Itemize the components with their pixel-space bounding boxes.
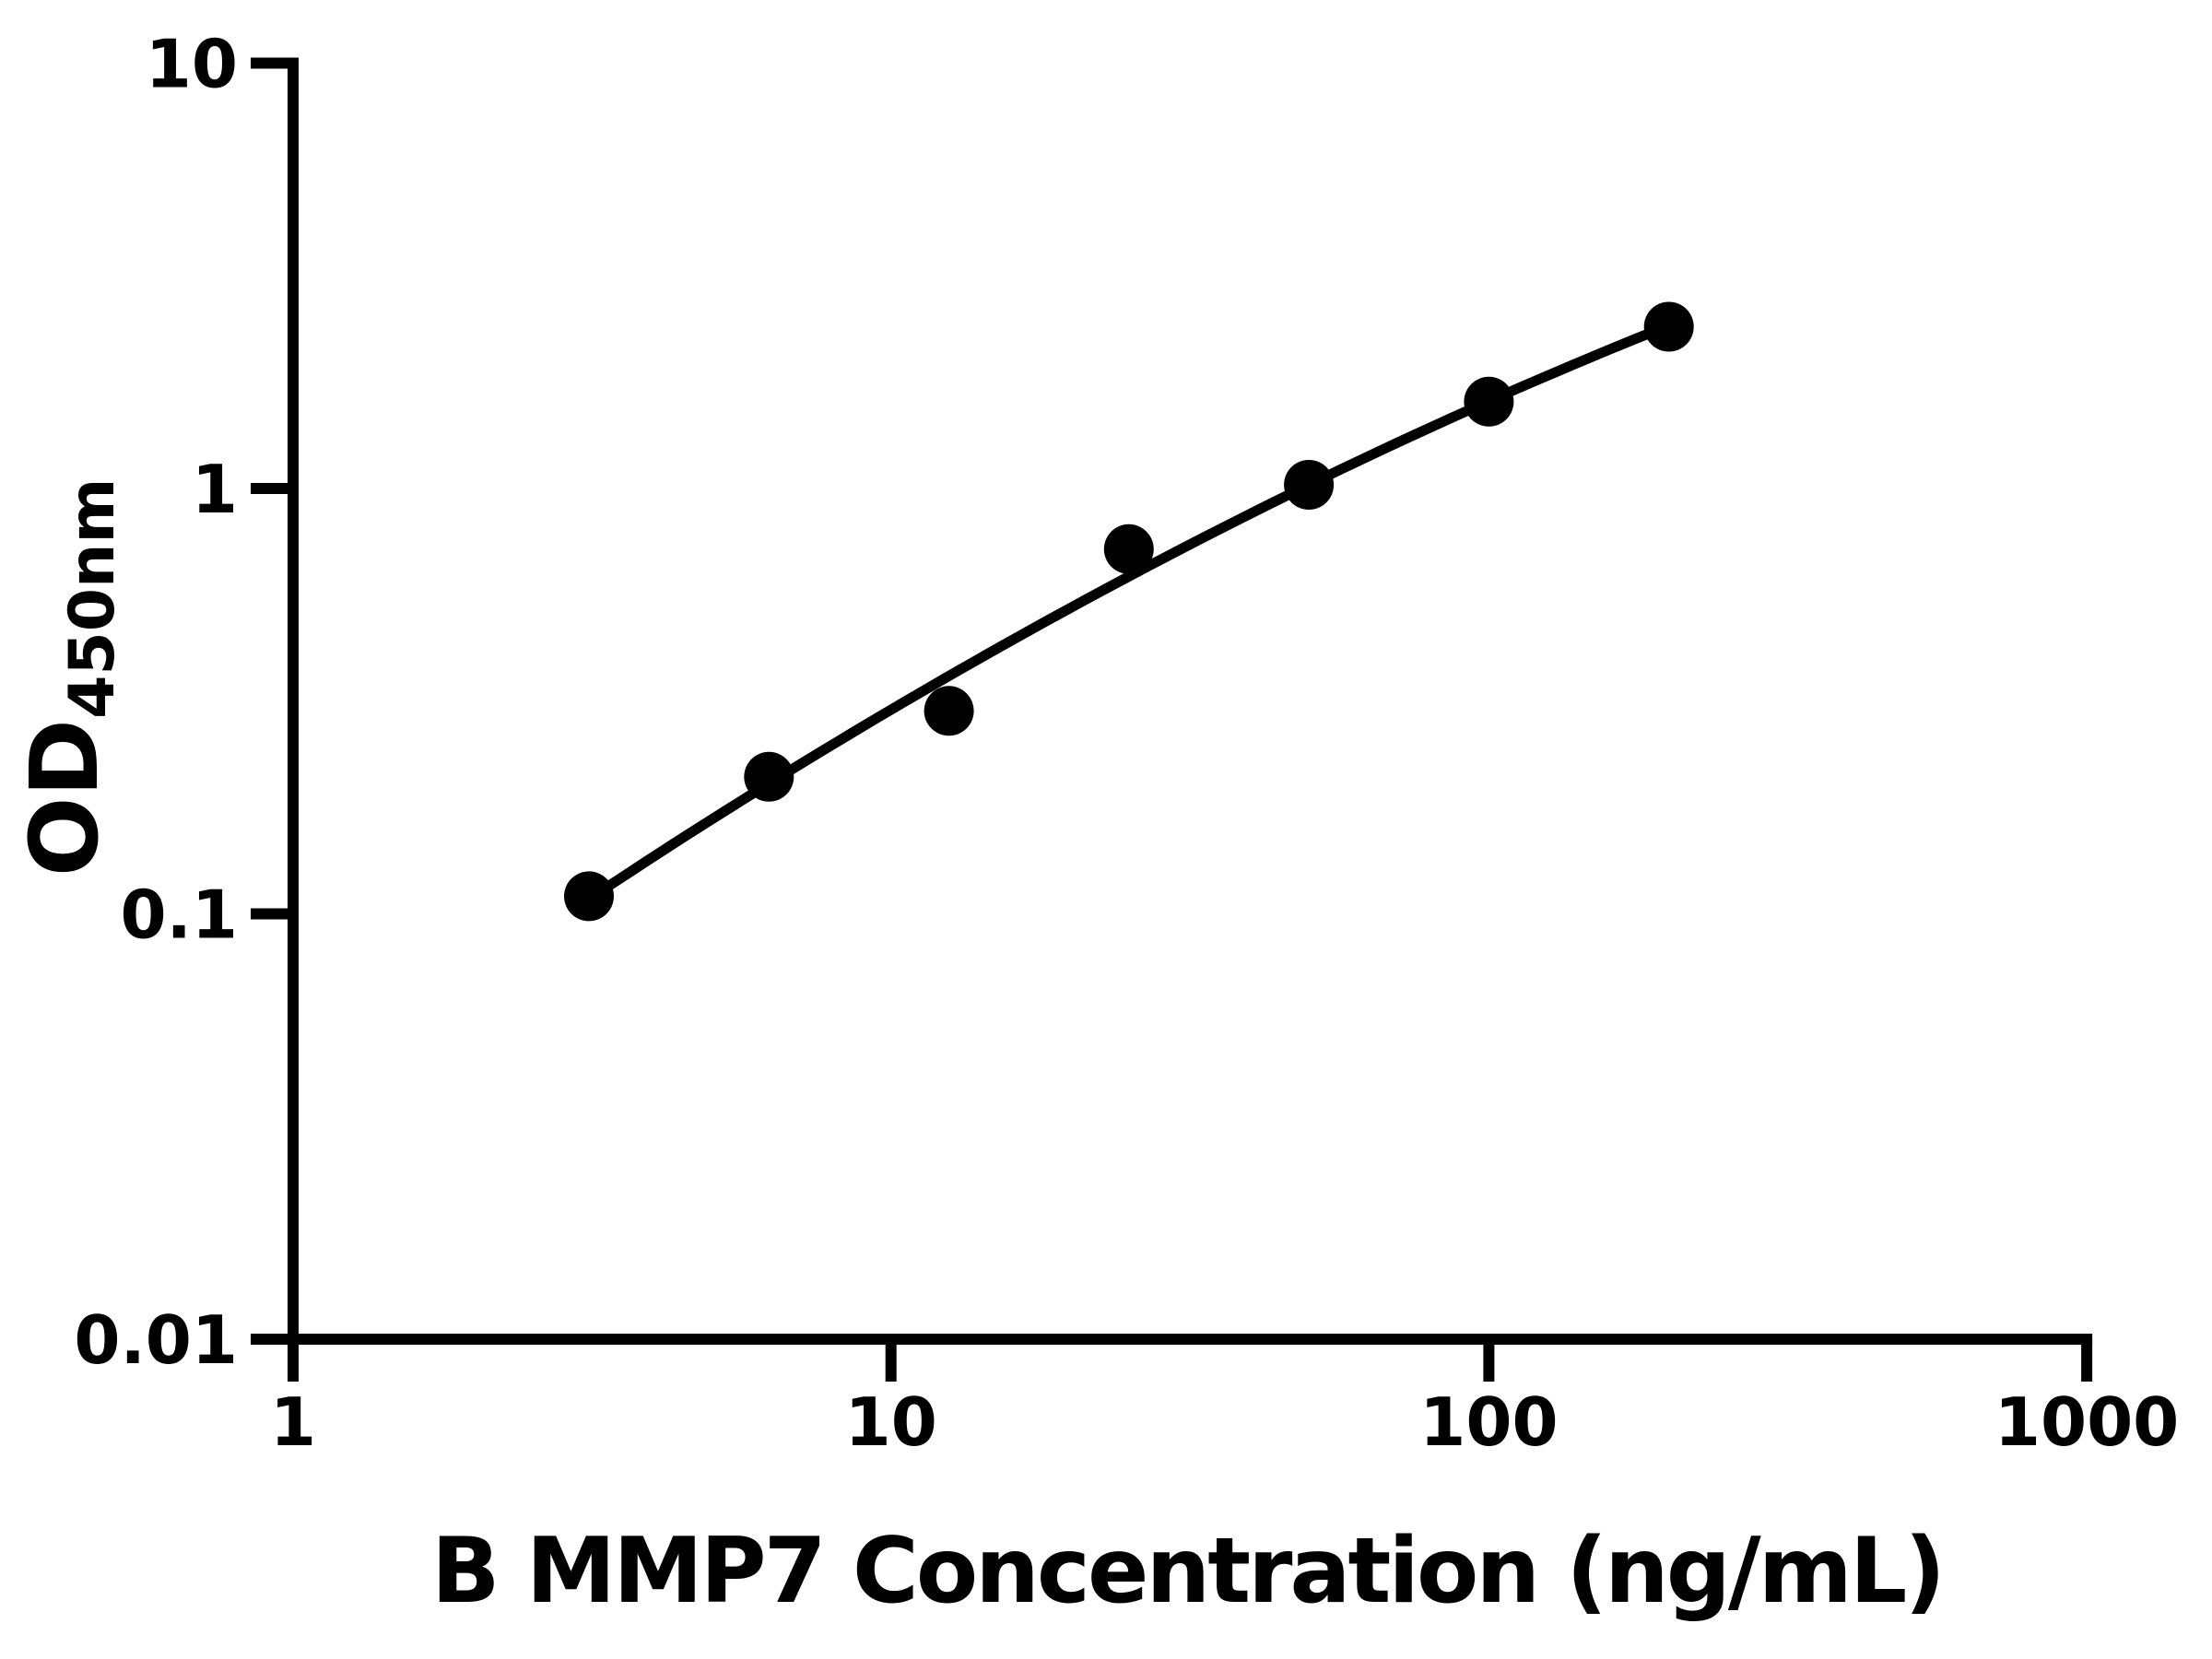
- data-point: [1103, 524, 1154, 574]
- x-axis-title: B MMP7 Concentration (ng/mL): [431, 1519, 1943, 1624]
- x-tick-label: 100: [1419, 1383, 1558, 1461]
- data-point: [1284, 460, 1335, 510]
- axes-layer: [251, 57, 2093, 1382]
- x-tick-label: 10: [845, 1383, 937, 1461]
- y-tick-label: 0.1: [120, 877, 238, 954]
- x-tick-label: 1000: [1994, 1383, 2179, 1461]
- x-tick-labels: 1 10 100 1000: [270, 1383, 2179, 1461]
- data-point: [1464, 376, 1514, 427]
- y-tick-label: 10: [146, 26, 238, 103]
- data-points-layer: [564, 301, 1694, 922]
- data-point: [564, 871, 614, 922]
- data-point: [744, 751, 794, 802]
- y-axis-title-main: OD: [10, 719, 120, 877]
- y-axis-title: OD450nm: [10, 478, 129, 877]
- data-point: [924, 686, 974, 736]
- y-tick-label: 1: [192, 451, 238, 528]
- y-tick-labels: 0.01 0.1 1 10: [74, 26, 238, 1380]
- y-tick-label: 0.01: [74, 1301, 238, 1379]
- y-axis-title-subscript: 450nm: [56, 478, 129, 719]
- x-tick-label: 1: [270, 1383, 316, 1461]
- data-point: [1643, 301, 1694, 352]
